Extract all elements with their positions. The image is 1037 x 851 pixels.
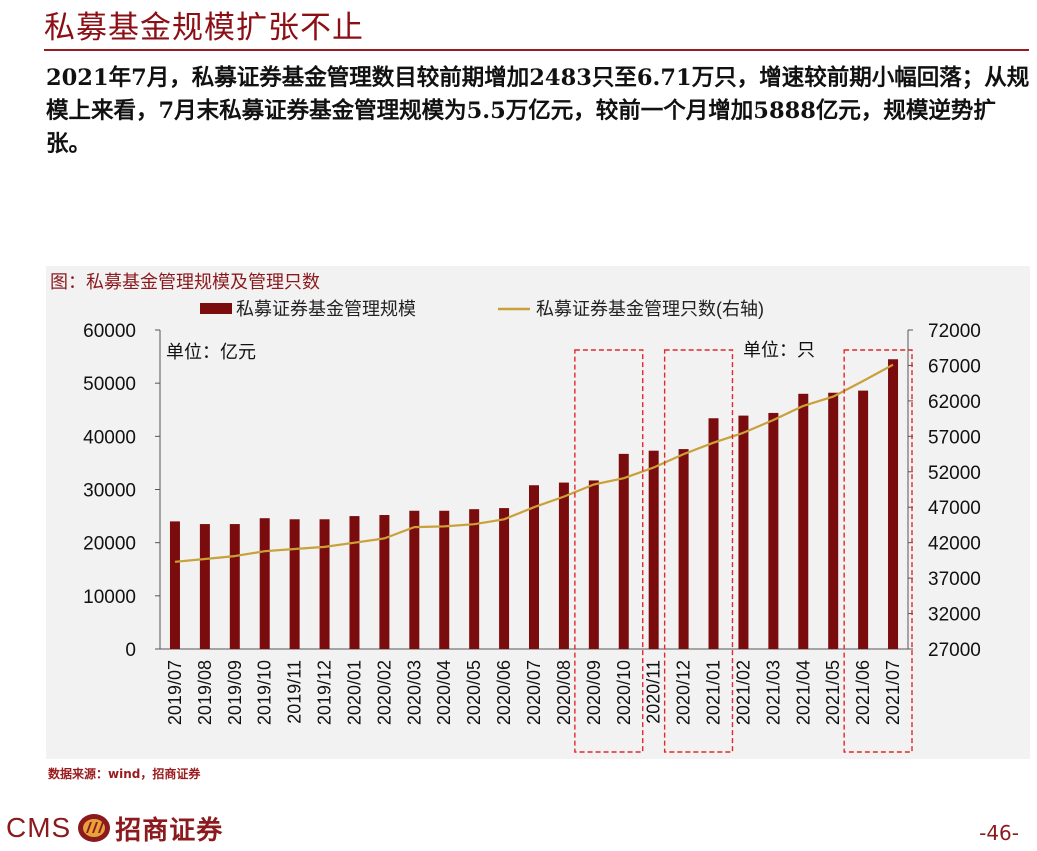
x-tick-label: 2019/09 bbox=[225, 660, 245, 725]
right-tick-label: 72000 bbox=[928, 321, 981, 342]
highlight-box bbox=[663, 349, 734, 753]
right-tick-label: 37000 bbox=[928, 569, 981, 590]
highlight-box bbox=[574, 349, 644, 753]
right-unit-label: 单位：只 bbox=[743, 340, 815, 360]
x-tick-label: 2019/12 bbox=[315, 660, 335, 725]
right-tick-label: 32000 bbox=[928, 605, 981, 626]
x-tick-label: 2021/05 bbox=[823, 660, 843, 725]
bar bbox=[409, 510, 420, 649]
x-tick-label: 2020/08 bbox=[554, 660, 574, 725]
left-tick-label: 0 bbox=[125, 640, 136, 661]
bar bbox=[588, 480, 599, 649]
x-tick-label: 2020/11 bbox=[644, 660, 664, 724]
left-tick-label: 10000 bbox=[83, 587, 136, 608]
x-tick-label: 2021/06 bbox=[853, 660, 873, 725]
left-tick-label: 60000 bbox=[83, 321, 136, 342]
bar bbox=[469, 509, 480, 649]
x-tick-label: 2020/06 bbox=[494, 660, 514, 725]
bar bbox=[289, 519, 300, 649]
highlight-box bbox=[843, 349, 913, 753]
bar bbox=[379, 515, 390, 649]
left-tick-label: 40000 bbox=[83, 427, 136, 448]
left-tick-label: 20000 bbox=[83, 534, 136, 555]
bar bbox=[738, 415, 749, 649]
bar bbox=[708, 418, 719, 649]
slide-title: 私募基金规模扩张不止 bbox=[44, 10, 364, 46]
bar bbox=[798, 393, 809, 649]
x-tick-label: 2020/09 bbox=[584, 660, 604, 725]
bar bbox=[529, 485, 539, 649]
bar bbox=[319, 519, 330, 649]
left-unit-label: 单位：亿元 bbox=[166, 342, 256, 362]
page-number: -46- bbox=[979, 821, 1019, 845]
x-tick-label: 2021/02 bbox=[733, 660, 753, 725]
bar bbox=[259, 518, 270, 649]
bar bbox=[199, 524, 210, 649]
legend-line-label: 私募证券基金管理只数(右轴) bbox=[536, 299, 764, 319]
summary-paragraph: 2021年7月，私募证券基金管理数目较前期增加2483只至6.71万只，增速较前… bbox=[46, 65, 1030, 157]
x-tick-label: 2020/07 bbox=[524, 660, 544, 725]
right-tick-label: 57000 bbox=[928, 427, 981, 448]
logo-emblem-icon bbox=[78, 814, 111, 842]
logo-cms-text: CMS bbox=[6, 812, 72, 843]
bar bbox=[678, 449, 689, 649]
series-line bbox=[174, 363, 894, 563]
x-tick-label: 2019/10 bbox=[255, 660, 275, 725]
bar bbox=[858, 390, 869, 649]
x-tick-label: 2020/10 bbox=[614, 660, 634, 725]
right-tick-label: 27000 bbox=[928, 640, 981, 661]
x-tick-label: 2019/07 bbox=[165, 660, 185, 725]
right-tick-label: 42000 bbox=[928, 534, 981, 555]
bar bbox=[439, 510, 450, 649]
x-tick-label: 2019/08 bbox=[195, 660, 215, 725]
bar bbox=[648, 450, 659, 649]
logo-chinese-text: 招商证券 bbox=[115, 815, 224, 846]
right-tick-label: 62000 bbox=[928, 392, 981, 413]
chart-panel: 图：私募基金管理规模及管理只数私募证券基金管理规模 私募证券基金管理只数(右轴) 单… bbox=[46, 266, 1030, 759]
x-tick-label: 2020/01 bbox=[344, 660, 364, 725]
bar bbox=[618, 453, 629, 649]
x-tick-label: 2021/07 bbox=[883, 660, 903, 725]
x-tick-label: 2020/04 bbox=[434, 660, 454, 725]
legend-bar-swatch bbox=[200, 303, 232, 314]
chart-title: 图：私募基金管理规模及管理只数 bbox=[50, 272, 320, 292]
x-tick-label: 2020/03 bbox=[404, 660, 424, 725]
bar bbox=[768, 412, 779, 649]
x-tick-label: 2020/02 bbox=[374, 660, 394, 725]
bar bbox=[558, 482, 569, 649]
right-tick-label: 47000 bbox=[928, 498, 981, 519]
bar bbox=[499, 508, 510, 649]
company-logo: CMS 招商证券 bbox=[6, 808, 223, 848]
x-tick-label: 2020/12 bbox=[674, 660, 694, 725]
bar bbox=[229, 524, 240, 649]
data-source-note: 数据来源：wind，招商证券 bbox=[48, 767, 201, 781]
left-tick-label: 50000 bbox=[83, 374, 136, 395]
right-tick-label: 52000 bbox=[928, 463, 981, 484]
left-tick-label: 30000 bbox=[83, 481, 136, 502]
right-tick-label: 67000 bbox=[928, 356, 981, 377]
bar bbox=[888, 359, 899, 649]
bar bbox=[828, 392, 839, 649]
x-tick-label: 2021/04 bbox=[793, 660, 813, 725]
x-tick-label: 2019/11 bbox=[285, 660, 305, 724]
legend-bar-label: 私募证券基金管理规模 bbox=[236, 299, 416, 319]
bar bbox=[349, 516, 360, 649]
x-tick-label: 2021/01 bbox=[704, 660, 724, 725]
bar bbox=[169, 521, 180, 649]
title-divider bbox=[44, 49, 1029, 51]
x-tick-label: 2020/05 bbox=[464, 660, 484, 725]
x-tick-label: 2021/03 bbox=[763, 660, 783, 725]
